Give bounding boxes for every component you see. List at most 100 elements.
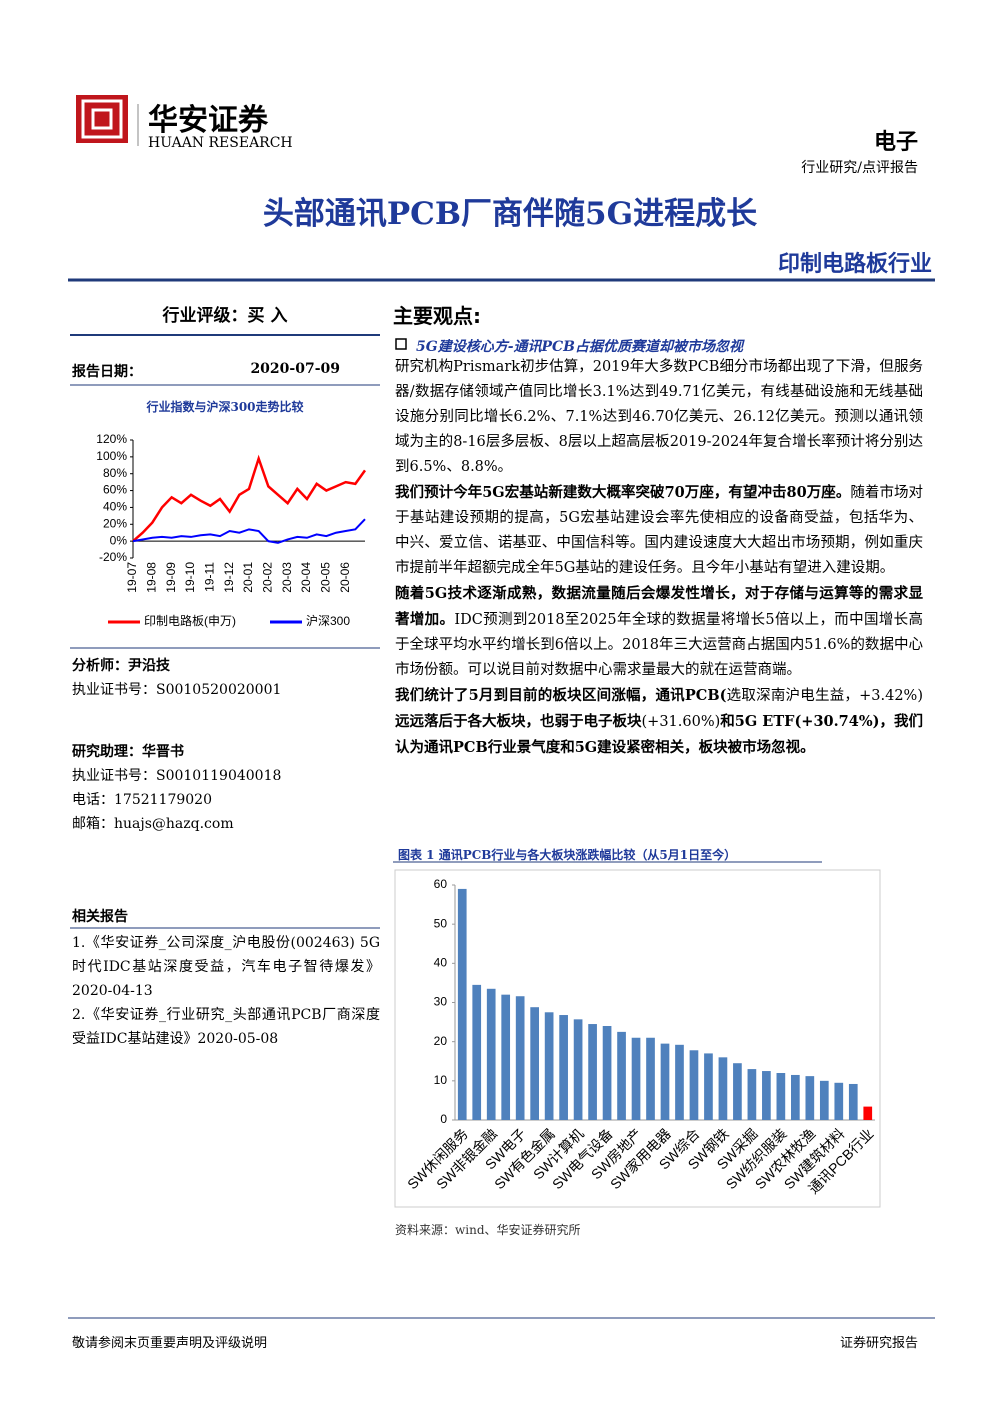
bar (805, 1076, 815, 1120)
text-run: IDC预测到2018至2025年全球的数据量将增长5倍以上，而中国增长高于全球平… (395, 612, 923, 678)
bar (675, 1044, 684, 1120)
paragraph: 我们预计今年5G宏基站新建数大概率突破70万座，有望冲击80万座。随着市场对于基… (395, 480, 923, 581)
x-tick-label: 19-12 (222, 562, 236, 593)
text-run: 随着5G技术逐渐成熟，数据流量随后会爆发性增长，对于存储与运算等的需求显著增加。 (395, 585, 923, 628)
bar (486, 988, 496, 1120)
brand-en: HUAAN RESEARCH (148, 135, 293, 151)
bar (573, 1019, 583, 1120)
bar (819, 1080, 829, 1120)
figure-frame (394, 869, 881, 1208)
y-tick-label: 100% (96, 449, 127, 463)
chart-title: 行业指数与沪深300走势比较 (146, 400, 304, 414)
analyst: 分析师：尹沿技 (72, 658, 170, 674)
y-tick-label: 0% (110, 533, 128, 547)
bullet (395, 338, 407, 350)
rating: 行业评级：买 入 (162, 306, 288, 326)
x-tick-label: 19-07 (125, 562, 139, 593)
sector: 电子 (873, 129, 918, 155)
date-label: 报告日期： (72, 364, 142, 380)
x-tick-label: 20-01 (241, 562, 255, 593)
text-run: 和5G ETF(+30.74%)，我们认为通讯PCB行业景气度和5G建设紧密相关… (395, 713, 923, 756)
text-run: (+31.60%) (641, 714, 721, 730)
bar (501, 994, 511, 1120)
bar (515, 996, 525, 1120)
bar (544, 1012, 554, 1120)
series-line (132, 454, 367, 543)
text-run: 远远落后于各大板块，也弱于电子板块 (395, 713, 642, 730)
y-tick-label: 0 (440, 1112, 447, 1126)
text-run: 研究机构Prismark初步估算，2019年大多数PCB细分市场都出现了下滑，但… (395, 359, 923, 475)
logo-pattern (91, 108, 113, 130)
bar (791, 1074, 800, 1120)
bar (776, 1073, 786, 1120)
y-tick-label: 30 (434, 995, 448, 1009)
related-report: 1.《华安证券_公司深度_沪电股份(002463) 5G时代IDC基站深度受益，… (72, 935, 380, 999)
bar (863, 1106, 873, 1120)
heading: 主要观点: (393, 304, 481, 328)
assistant: 研究助理：华晋书 (72, 744, 184, 760)
y-tick-label: 40 (434, 956, 448, 970)
y-tick-label: 40% (103, 500, 127, 514)
bar (646, 1037, 655, 1120)
text-run: 我们统计了5月到目前的板块区间涨幅，通讯PCB( (395, 687, 727, 704)
x-tick-label: 20-02 (261, 562, 275, 593)
bar (617, 1031, 626, 1120)
bar (718, 1057, 728, 1120)
x-tick-label: 19-09 (164, 562, 178, 593)
footer-right: 证券研究报告 (839, 1336, 918, 1351)
bar (762, 1071, 771, 1120)
y-tick-label: 20 (434, 1034, 448, 1048)
y-tick-label: 20% (103, 516, 127, 530)
source: 资料来源：wind、华安证券研究所 (395, 1223, 581, 1237)
email: 邮箱：huajs@hazq.com (72, 816, 234, 832)
y-tick-label: 120% (96, 432, 127, 446)
y-tick-label: 50 (434, 916, 448, 930)
body-text: 研究机构Prismark初步估算，2019年大多数PCB细分市场都出现了下滑，但… (395, 355, 923, 761)
bar (602, 1026, 612, 1120)
bar (689, 1050, 699, 1120)
y-tick-label: 60% (103, 483, 127, 497)
text-run: 我们预计今年5G宏基站新建数大概率突破70万座，有望冲击80万座。 (395, 484, 851, 501)
related-title: 相关报告 (72, 909, 128, 925)
logo (76, 95, 128, 143)
footer-left: 敬请参阅末页重要声明及评级说明 (72, 1336, 268, 1351)
x-tick-label: 19-08 (145, 562, 159, 593)
text-run: 随着市场对于基站建设预期的提高，5G宏基站建设会率先使相应的设备商受益，包括华为… (395, 485, 924, 576)
y-tick-label: -20% (99, 550, 127, 564)
related-report: 2.《华安证券_行业研究_头部通讯PCB厂商深度受益IDC基站建设》2020-0… (72, 1007, 380, 1047)
bar (588, 1024, 597, 1120)
industry: 印制电路板行业 (777, 251, 932, 277)
subheading: 5G建设核心方-通讯PCB占据优质赛道却被市场忽视 (416, 339, 744, 355)
bar (457, 888, 467, 1120)
paragraph: 我们统计了5月到目前的板块区间涨幅，通讯PCB(选取深南沪电生益，+3.42%)… (395, 683, 923, 761)
x-tick-label: 20-03 (280, 562, 294, 593)
bar (704, 1053, 713, 1120)
bar (747, 1069, 757, 1120)
x-tick-label: 20-04 (299, 562, 313, 593)
x-tick-label: 20-06 (338, 562, 352, 593)
legend-label: 沪深300 (306, 614, 350, 628)
y-tick-label: 10 (434, 1073, 448, 1087)
paragraph: 随着5G技术逐渐成熟，数据流量随后会爆发性增长，对于存储与运算等的需求显著增加。… (395, 581, 923, 683)
bar (660, 1043, 670, 1120)
cert: 执业证书号：S0010119040018 (72, 768, 282, 784)
brand-cn: 华安证券 (148, 103, 268, 138)
title: 头部通讯PCB厂商伴随5G进程成长 (262, 196, 758, 232)
y-tick-label: 60 (434, 877, 448, 891)
y-tick-label: 80% (103, 466, 127, 480)
report-type: 行业研究/点评报告 (801, 160, 918, 176)
bar (472, 984, 482, 1120)
phone: 电话：17521179020 (72, 792, 212, 808)
bar (733, 1063, 742, 1120)
cert: 执业证书号：S0010520020001 (72, 682, 282, 698)
paragraph: 研究机构Prismark初步估算，2019年大多数PCB细分市场都出现了下滑，但… (395, 355, 923, 480)
series-line (132, 518, 366, 544)
logo-pattern (81, 99, 123, 139)
x-tick-label: 19-10 (183, 562, 197, 593)
figure-title: 图表 1 通讯PCB行业与各大板块涨跌幅比较（从5月1日至今） (398, 848, 737, 862)
bar (631, 1037, 641, 1120)
bar (559, 1015, 568, 1120)
date: 2020-07-09 (250, 361, 340, 377)
